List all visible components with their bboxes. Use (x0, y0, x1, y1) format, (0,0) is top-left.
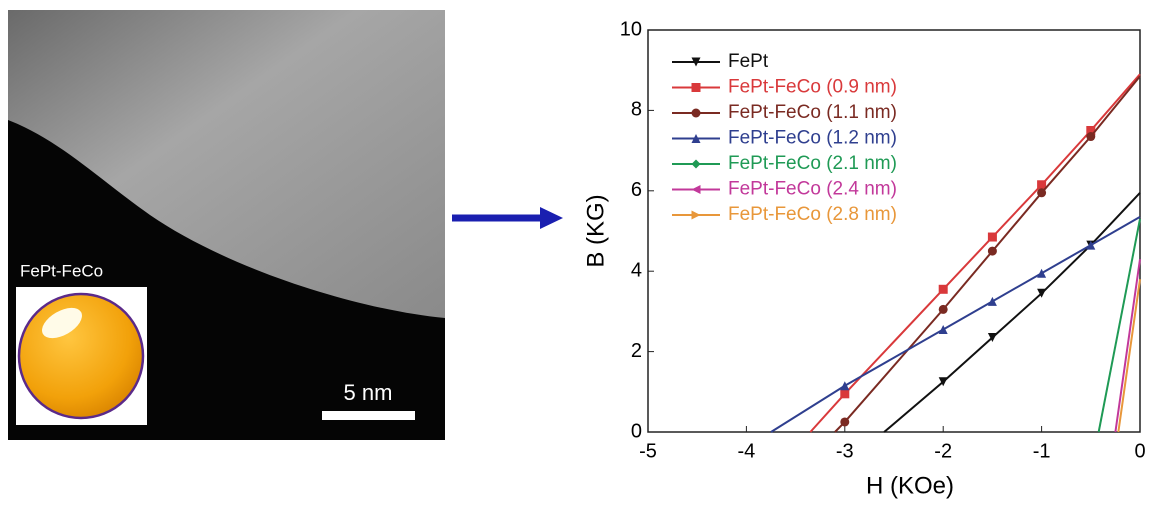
point (840, 381, 850, 391)
point (987, 232, 997, 242)
point (691, 134, 701, 143)
point (987, 246, 997, 256)
point (1086, 132, 1096, 142)
point (938, 324, 948, 334)
legend-label: FePt-FeCo (1.2 nm) (728, 128, 897, 149)
point (938, 304, 948, 314)
y-tick-label: 4 (631, 259, 642, 281)
point (1086, 126, 1096, 135)
y-tick-label: 0 (631, 420, 642, 442)
point (691, 57, 701, 67)
point (938, 284, 948, 294)
y-tick-label: 2 (631, 340, 642, 362)
y-tick-label: 8 (631, 99, 642, 121)
point (1037, 188, 1047, 198)
x-tick-label: -3 (836, 440, 854, 462)
point (987, 333, 997, 343)
point (691, 159, 701, 169)
x-axis-label: H (KOe) (866, 472, 954, 499)
y-tick-label: 6 (631, 179, 642, 201)
x-tick-label: 0 (1134, 440, 1145, 462)
point (691, 83, 701, 92)
legend-label: FePt (728, 51, 769, 72)
point (691, 210, 701, 220)
legend-label: FePt-FeCo (0.9 nm) (728, 77, 897, 98)
legend-label: FePt-FeCo (2.4 nm) (728, 179, 897, 200)
point (840, 417, 850, 427)
x-tick-label: -1 (1033, 440, 1051, 462)
series-line (1097, 218, 1141, 433)
point (1037, 180, 1047, 190)
plot-frame (647, 29, 1141, 433)
point (691, 185, 701, 194)
micrograph: FePt-FeCo 5 nm (8, 10, 445, 440)
x-tick-label: -4 (738, 440, 756, 462)
point (987, 296, 997, 306)
arrow (452, 207, 563, 229)
series-line (770, 216, 1141, 433)
point (938, 377, 948, 387)
y-axis-label: B (KG) (582, 194, 609, 267)
point (840, 389, 850, 399)
x-tick-label: -5 (639, 440, 657, 462)
point (691, 108, 701, 118)
series-line (883, 192, 1141, 433)
legend-label: FePt-FeCo (2.8 nm) (728, 204, 897, 225)
point (1037, 288, 1047, 298)
x-tick-label: -2 (934, 440, 952, 462)
point (1037, 268, 1047, 278)
series-line (1114, 258, 1141, 433)
series-line (1117, 279, 1141, 433)
scale-bar-label: 5 nm (344, 380, 393, 405)
point (1086, 240, 1096, 250)
legend-label: FePt-FeCo (2.1 nm) (728, 153, 897, 174)
legend-label: FePt-FeCo (1.1 nm) (728, 102, 897, 123)
y-tick-label: 10 (620, 18, 642, 40)
image-label: FePt-FeCo (20, 261, 103, 280)
